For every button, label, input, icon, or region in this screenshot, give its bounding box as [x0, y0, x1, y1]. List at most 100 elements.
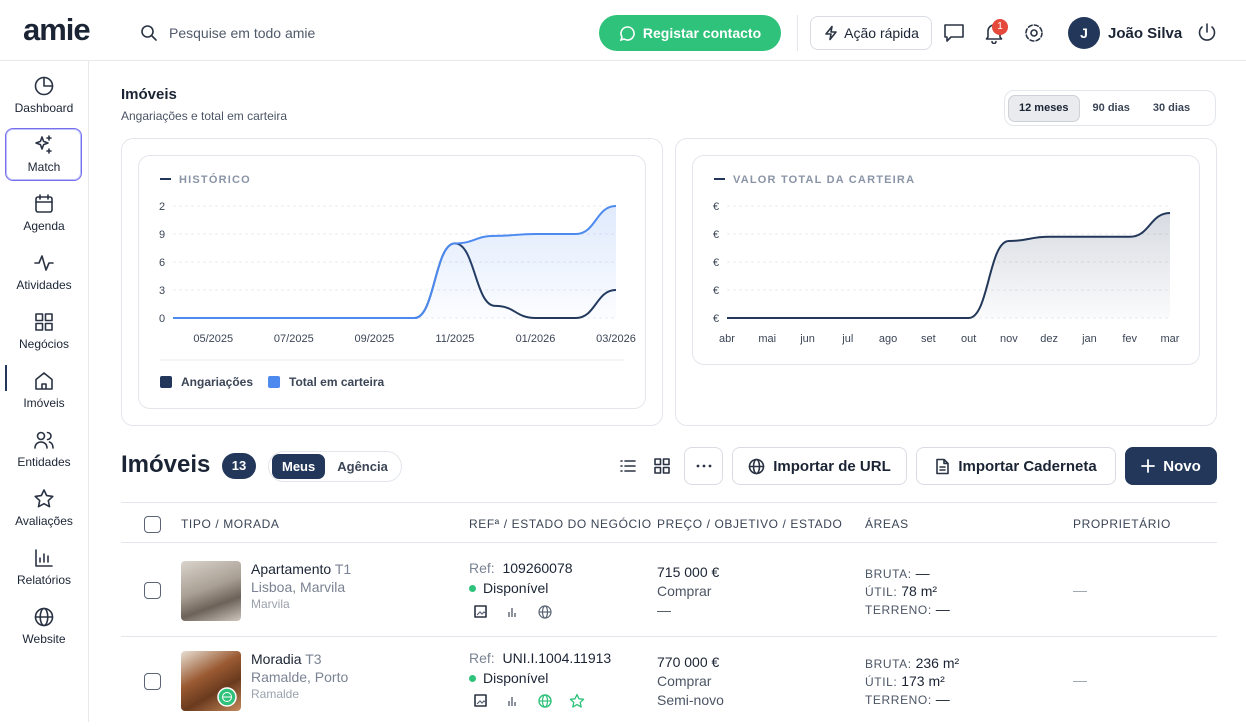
nav-item[interactable]: Dashboard: [0, 75, 88, 115]
list-title: Imóveis: [121, 451, 211, 478]
area-line: TERRENO: —: [865, 601, 950, 617]
nav-item[interactable]: Imóveis: [0, 370, 88, 410]
nav-item[interactable]: Atividades: [0, 252, 88, 292]
status: Disponível: [469, 580, 548, 596]
x-tick-label: set: [921, 333, 936, 345]
x-tick-label: 05/2025: [193, 333, 233, 345]
quick-action-button[interactable]: Ação rápida: [810, 16, 932, 50]
y-tick-label: €: [713, 313, 719, 325]
summary-subtitle: Angariações e total em carteira: [121, 109, 288, 123]
search-icon: [141, 25, 157, 41]
messages-icon[interactable]: [943, 22, 965, 44]
new-button[interactable]: Novo: [1125, 447, 1217, 485]
nav-label: Atividades: [16, 278, 72, 292]
nav-item[interactable]: Relatórios: [0, 547, 88, 587]
status-label: Disponível: [483, 580, 549, 596]
row-icons: [474, 693, 585, 708]
y-tick-label: 6: [159, 257, 165, 269]
nav-item[interactable]: Entidades: [0, 429, 88, 469]
import-url-label: Importar de URL: [773, 457, 891, 475]
sidebar: Dashboard Match Agenda Atividades Negócios Im…: [0, 61, 89, 722]
import-caderneta-button[interactable]: Importar Caderneta: [916, 447, 1116, 485]
row-checkbox[interactable]: [144, 582, 161, 599]
row-icons: [474, 605, 552, 619]
toggle-option[interactable]: Agência: [337, 459, 388, 474]
import-caderneta-label: Importar Caderneta: [958, 457, 1097, 475]
area-label: TERRENO:: [865, 693, 932, 707]
status: Disponível: [469, 670, 548, 686]
nav-icon: [34, 607, 54, 627]
area-line: BRUTA: —: [865, 565, 930, 581]
x-tick-label: out: [961, 333, 976, 345]
status-dot: [469, 584, 476, 592]
state: Semi-novo: [657, 692, 724, 708]
ref: UNI.I.1004.11913: [502, 650, 612, 666]
nav-item[interactable]: Avaliações: [0, 488, 88, 528]
legend-label: Total em carteira: [289, 375, 384, 389]
nav-icon: [35, 372, 53, 390]
reference: Ref: 109260078: [469, 560, 573, 576]
nav-icon: [35, 549, 53, 567]
more-button[interactable]: [684, 447, 723, 485]
nav-icon: [34, 431, 54, 449]
chart: VALOR TOTAL DA CARTEIRA€€€€€abr mai jun jul…: [713, 174, 1180, 345]
toggle-option[interactable]: 90 dias: [1092, 102, 1130, 114]
reference: Ref: UNI.I.1004.11913: [469, 650, 611, 666]
y-tick-label: €: [713, 257, 719, 269]
owner: —: [1073, 672, 1087, 688]
table-row[interactable]: Moradia T3 Ramalde, Porto Ramalde Ref: U…: [121, 637, 1217, 727]
area-value: —: [915, 565, 930, 581]
toggle-option[interactable]: 30 dias: [1152, 102, 1191, 114]
user-name[interactable]: João Silva: [1108, 25, 1183, 42]
nav-icon: [35, 313, 53, 331]
nav-icon: [35, 194, 53, 213]
notification-badge: 1: [992, 19, 1008, 35]
nav-label: Imóveis: [23, 396, 65, 410]
nav-item[interactable]: Agenda: [0, 193, 88, 233]
count-badge: 13: [222, 453, 256, 479]
logo[interactable]: amie: [23, 12, 91, 47]
nav-item[interactable]: Negócios: [0, 311, 88, 351]
y-tick-label: 2: [159, 201, 165, 213]
nav-label: Match: [27, 160, 61, 174]
area-value: 173 m²: [901, 673, 945, 689]
area-value: 236 m²: [915, 655, 960, 671]
nav-item[interactable]: Match: [0, 134, 88, 174]
globe-icon: [748, 458, 765, 474]
x-tick-label: fev: [1122, 333, 1137, 345]
toggle-option[interactable]: Meus: [272, 454, 326, 479]
table-row[interactable]: Apartamento T1 Lisboa, Marvila Marvila R…: [121, 543, 1217, 637]
chat-icon: [619, 25, 635, 41]
register-button[interactable]: Registar contacto: [599, 15, 781, 51]
objective: Comprar: [657, 583, 712, 599]
row-border: [121, 542, 1217, 543]
typology: T3: [305, 651, 322, 667]
period-toggle: 12 meses 90 dias 30 dias: [1004, 90, 1216, 126]
settings-icon[interactable]: [1023, 22, 1045, 44]
nav-active-bar: [5, 365, 7, 391]
nav-item[interactable]: Website: [0, 606, 88, 646]
nav-icon: [34, 255, 54, 271]
area-label: BRUTA:: [865, 657, 912, 671]
web-badge: [217, 687, 237, 707]
x-tick-label: jan: [1081, 333, 1097, 345]
area: [173, 206, 616, 318]
import-url-button[interactable]: Importar de URL: [732, 447, 907, 485]
row-checkbox[interactable]: [144, 673, 161, 690]
select-all-checkbox[interactable]: [144, 516, 161, 533]
nav-label: Negócios: [18, 337, 70, 351]
logout-icon[interactable]: [1196, 22, 1218, 44]
avatar[interactable]: J: [1068, 17, 1100, 49]
column-header: ÁREAS: [865, 517, 909, 531]
nav-icon: [34, 489, 54, 508]
grid-view-icon[interactable]: [653, 457, 671, 475]
nav-highlight: [5, 128, 82, 181]
area-value: —: [935, 691, 950, 707]
list-view-icon[interactable]: [619, 457, 637, 475]
area-value: —: [935, 601, 950, 617]
column-header: PROPRIETÁRIO: [1073, 517, 1171, 531]
nav-label: Agenda: [23, 219, 65, 233]
search-input[interactable]: Pesquise em todo amie: [169, 25, 316, 41]
toggle-option[interactable]: 12 meses: [1008, 94, 1080, 122]
